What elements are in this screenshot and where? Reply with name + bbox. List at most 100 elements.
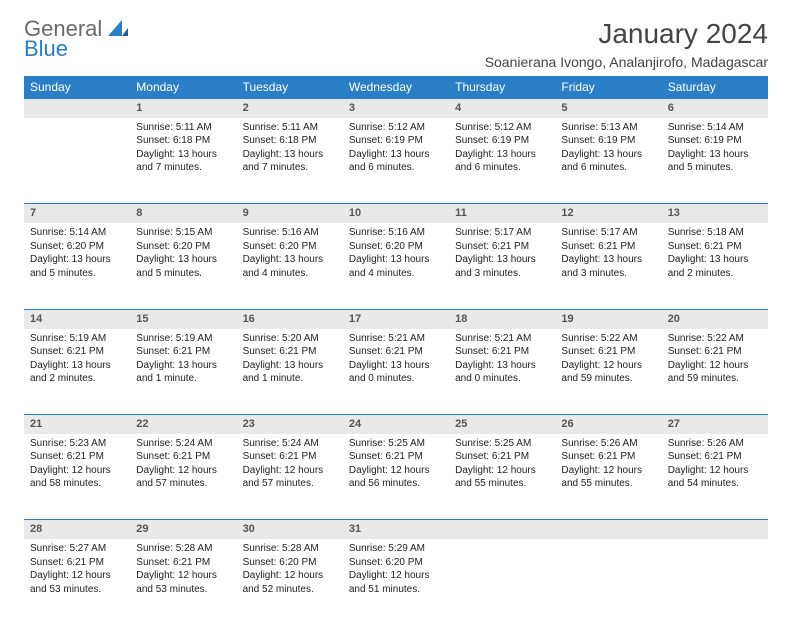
day-body-cell: Sunrise: 5:28 AMSunset: 6:21 PMDaylight:… (130, 539, 236, 625)
day-details: Sunrise: 5:21 AMSunset: 6:21 PMDaylight:… (449, 329, 555, 392)
day-details: Sunrise: 5:24 AMSunset: 6:21 PMDaylight:… (130, 434, 236, 497)
sunrise-text: Sunrise: 5:21 AM (455, 332, 549, 346)
day-number-cell: 10 (343, 204, 449, 223)
daylight-text-1: Daylight: 13 hours (30, 359, 124, 373)
sunrise-text: Sunrise: 5:25 AM (349, 437, 443, 451)
sunset-text: Sunset: 6:21 PM (455, 240, 549, 254)
day-number-cell: 6 (662, 99, 768, 118)
sunset-text: Sunset: 6:21 PM (668, 240, 762, 254)
weekday-header: Thursday (449, 76, 555, 99)
day-body-cell: Sunrise: 5:19 AMSunset: 6:21 PMDaylight:… (24, 329, 130, 415)
daylight-text-2: and 6 minutes. (455, 161, 549, 175)
day-details: Sunrise: 5:11 AMSunset: 6:18 PMDaylight:… (130, 118, 236, 181)
day-details: Sunrise: 5:29 AMSunset: 6:20 PMDaylight:… (343, 539, 449, 602)
day-body-row: Sunrise: 5:14 AMSunset: 6:20 PMDaylight:… (24, 223, 768, 309)
daylight-text-1: Daylight: 12 hours (243, 464, 337, 478)
daylight-text-2: and 57 minutes. (136, 477, 230, 491)
daylight-text-1: Daylight: 13 hours (455, 359, 549, 373)
daylight-text-2: and 5 minutes. (30, 267, 124, 281)
day-details: Sunrise: 5:26 AMSunset: 6:21 PMDaylight:… (555, 434, 661, 497)
day-body-cell: Sunrise: 5:16 AMSunset: 6:20 PMDaylight:… (343, 223, 449, 309)
sunrise-text: Sunrise: 5:26 AM (668, 437, 762, 451)
day-body-cell: Sunrise: 5:26 AMSunset: 6:21 PMDaylight:… (555, 434, 661, 520)
sunset-text: Sunset: 6:21 PM (136, 450, 230, 464)
day-number-cell: 17 (343, 309, 449, 328)
daylight-text-1: Daylight: 13 hours (349, 253, 443, 267)
logo-text: General Blue (24, 18, 128, 60)
daylight-text-2: and 3 minutes. (561, 267, 655, 281)
day-number-cell: 27 (662, 415, 768, 434)
daylight-text-2: and 53 minutes. (136, 583, 230, 597)
daylight-text-2: and 55 minutes. (455, 477, 549, 491)
day-number-cell: 8 (130, 204, 236, 223)
daylight-text-2: and 56 minutes. (349, 477, 443, 491)
calendar-body: 123456Sunrise: 5:11 AMSunset: 6:18 PMDay… (24, 99, 768, 625)
day-number-cell: 16 (237, 309, 343, 328)
day-body-row: Sunrise: 5:11 AMSunset: 6:18 PMDaylight:… (24, 118, 768, 204)
day-details: Sunrise: 5:14 AMSunset: 6:19 PMDaylight:… (662, 118, 768, 181)
sunset-text: Sunset: 6:20 PM (349, 240, 443, 254)
daylight-text-2: and 5 minutes. (136, 267, 230, 281)
day-body-cell (662, 539, 768, 625)
daylight-text-1: Daylight: 13 hours (136, 253, 230, 267)
sunrise-text: Sunrise: 5:14 AM (668, 121, 762, 135)
day-number-cell: 13 (662, 204, 768, 223)
logo-sail-icon (108, 20, 128, 36)
daylight-text-2: and 51 minutes. (349, 583, 443, 597)
day-number-cell: 5 (555, 99, 661, 118)
sunrise-text: Sunrise: 5:22 AM (668, 332, 762, 346)
daylight-text-1: Daylight: 13 hours (243, 253, 337, 267)
day-number-row: 28293031 (24, 520, 768, 539)
day-body-cell: Sunrise: 5:26 AMSunset: 6:21 PMDaylight:… (662, 434, 768, 520)
sunrise-text: Sunrise: 5:29 AM (349, 542, 443, 556)
location-text: Soanierana Ivongo, Analanjirofo, Madagas… (485, 54, 768, 70)
sunset-text: Sunset: 6:19 PM (349, 134, 443, 148)
weekday-header: Sunday (24, 76, 130, 99)
daylight-text-1: Daylight: 13 hours (455, 148, 549, 162)
sunset-text: Sunset: 6:21 PM (561, 240, 655, 254)
daylight-text-2: and 5 minutes. (668, 161, 762, 175)
day-number-cell: 20 (662, 309, 768, 328)
daylight-text-2: and 58 minutes. (30, 477, 124, 491)
day-number-cell: 21 (24, 415, 130, 434)
day-details: Sunrise: 5:15 AMSunset: 6:20 PMDaylight:… (130, 223, 236, 286)
sunset-text: Sunset: 6:21 PM (455, 345, 549, 359)
day-body-cell: Sunrise: 5:21 AMSunset: 6:21 PMDaylight:… (343, 329, 449, 415)
daylight-text-2: and 4 minutes. (349, 267, 443, 281)
daylight-text-2: and 2 minutes. (30, 372, 124, 386)
sunrise-text: Sunrise: 5:19 AM (30, 332, 124, 346)
day-details: Sunrise: 5:11 AMSunset: 6:18 PMDaylight:… (237, 118, 343, 181)
day-number-cell: 11 (449, 204, 555, 223)
day-details: Sunrise: 5:13 AMSunset: 6:19 PMDaylight:… (555, 118, 661, 181)
day-body-cell: Sunrise: 5:13 AMSunset: 6:19 PMDaylight:… (555, 118, 661, 204)
day-details: Sunrise: 5:19 AMSunset: 6:21 PMDaylight:… (24, 329, 130, 392)
sunrise-text: Sunrise: 5:19 AM (136, 332, 230, 346)
day-number-cell: 9 (237, 204, 343, 223)
sunset-text: Sunset: 6:21 PM (349, 450, 443, 464)
day-number-cell: 3 (343, 99, 449, 118)
sunrise-text: Sunrise: 5:28 AM (243, 542, 337, 556)
logo: General Blue (24, 18, 128, 60)
daylight-text-2: and 6 minutes. (349, 161, 443, 175)
day-body-cell (24, 118, 130, 204)
day-body-cell: Sunrise: 5:11 AMSunset: 6:18 PMDaylight:… (237, 118, 343, 204)
sunrise-text: Sunrise: 5:22 AM (561, 332, 655, 346)
daylight-text-2: and 52 minutes. (243, 583, 337, 597)
header: General Blue January 2024 Soanierana Ivo… (24, 18, 768, 70)
sunrise-text: Sunrise: 5:26 AM (561, 437, 655, 451)
sunset-text: Sunset: 6:20 PM (30, 240, 124, 254)
day-number-cell: 14 (24, 309, 130, 328)
daylight-text-2: and 59 minutes. (561, 372, 655, 386)
sunset-text: Sunset: 6:20 PM (349, 556, 443, 570)
day-body-cell: Sunrise: 5:21 AMSunset: 6:21 PMDaylight:… (449, 329, 555, 415)
day-body-cell: Sunrise: 5:28 AMSunset: 6:20 PMDaylight:… (237, 539, 343, 625)
sunset-text: Sunset: 6:19 PM (668, 134, 762, 148)
day-details: Sunrise: 5:18 AMSunset: 6:21 PMDaylight:… (662, 223, 768, 286)
day-number-cell (449, 520, 555, 539)
daylight-text-1: Daylight: 13 hours (561, 253, 655, 267)
daylight-text-2: and 4 minutes. (243, 267, 337, 281)
day-details: Sunrise: 5:12 AMSunset: 6:19 PMDaylight:… (343, 118, 449, 181)
day-body-cell: Sunrise: 5:24 AMSunset: 6:21 PMDaylight:… (237, 434, 343, 520)
daylight-text-2: and 2 minutes. (668, 267, 762, 281)
sunset-text: Sunset: 6:21 PM (30, 556, 124, 570)
